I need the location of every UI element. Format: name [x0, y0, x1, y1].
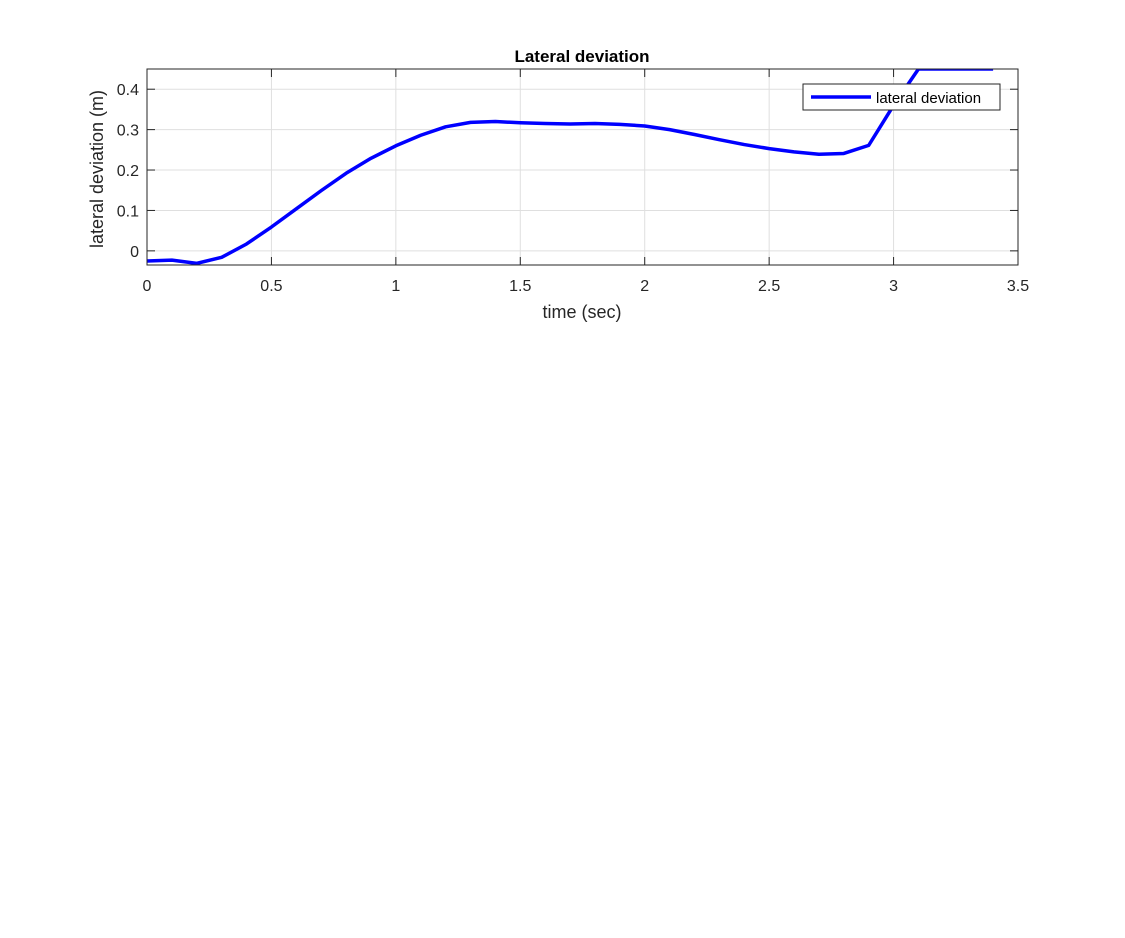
y-tick-label: 0.4 [117, 82, 139, 99]
y-axis-label: lateral deviation (m) [87, 90, 107, 248]
x-tick-label: 0.5 [260, 278, 282, 295]
x-tick-label: 2.5 [758, 278, 780, 295]
legend-entry-label: lateral deviation [876, 90, 981, 107]
y-tick-label: 0.3 [117, 123, 139, 140]
chart-title: Lateral deviation [514, 47, 649, 66]
ticks: 0 0.5 1 1.5 2 2.5 3 3.5 0 0.1 0.2 0.3 0.4 [117, 69, 1029, 295]
x-axis-label: time (sec) [542, 302, 621, 322]
y-tick-label: 0 [130, 244, 139, 261]
y-tick-label: 0.2 [117, 163, 139, 180]
x-tick-label: 3 [889, 278, 898, 295]
x-tick-label: 0 [143, 278, 152, 295]
x-tick-label: 1.5 [509, 278, 531, 295]
x-tick-label: 2 [640, 278, 649, 295]
series-line-lateral-deviation [147, 69, 994, 265]
legend[interactable]: lateral deviation [802, 83, 1001, 111]
y-tick-label: 0.1 [117, 203, 139, 220]
x-tick-label: 1 [391, 278, 400, 295]
x-tick-label: 3.5 [1007, 278, 1029, 295]
series-layer [147, 69, 994, 265]
axes-box [146, 68, 1019, 266]
